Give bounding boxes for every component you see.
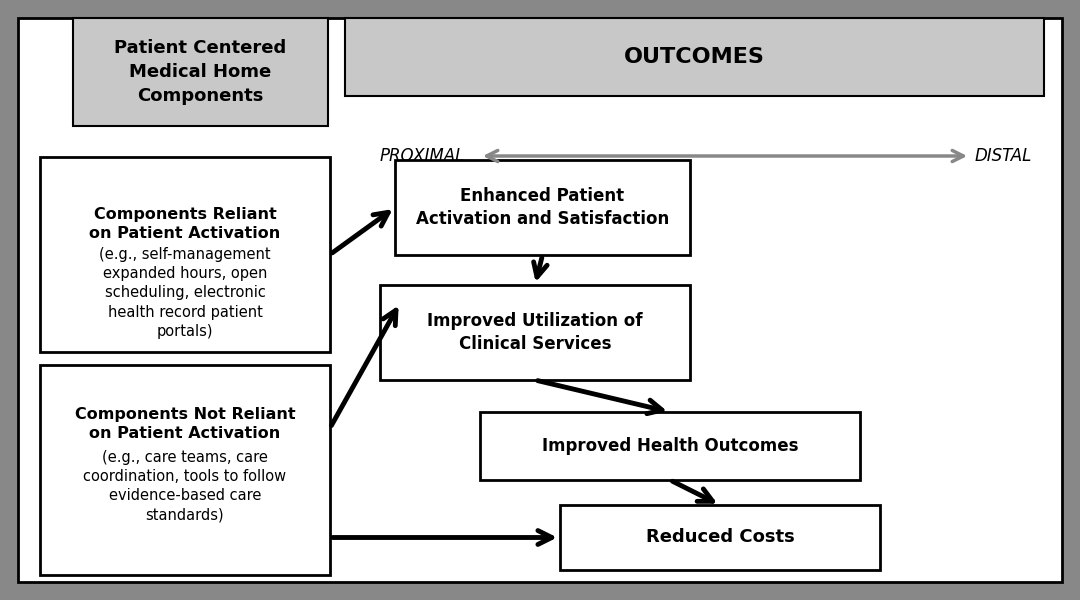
Text: Enhanced Patient
Activation and Satisfaction: Enhanced Patient Activation and Satisfac…: [416, 187, 670, 228]
Bar: [40, 157, 330, 352]
Bar: [40, 365, 330, 575]
Bar: [73, 18, 328, 126]
Text: Improved Health Outcomes: Improved Health Outcomes: [542, 437, 798, 455]
Bar: [345, 18, 1044, 96]
Text: Components Not Reliant
on Patient Activation: Components Not Reliant on Patient Activa…: [75, 407, 295, 440]
Text: Reduced Costs: Reduced Costs: [646, 529, 795, 547]
Text: Patient Centered
Medical Home
Components: Patient Centered Medical Home Components: [114, 40, 286, 104]
Bar: [480, 412, 860, 480]
Bar: [380, 285, 690, 380]
Text: Improved Utilization of
Clinical Services: Improved Utilization of Clinical Service…: [428, 312, 643, 353]
Bar: [561, 505, 880, 570]
Text: Components Reliant
on Patient Activation: Components Reliant on Patient Activation: [90, 207, 281, 241]
Text: PROXIMAL: PROXIMAL: [380, 147, 465, 165]
Text: OUTCOMES: OUTCOMES: [624, 47, 765, 67]
Bar: [395, 160, 690, 255]
Text: DISTAL: DISTAL: [974, 147, 1032, 165]
Text: (e.g., care teams, care
coordination, tools to follow
evidence-based care
standa: (e.g., care teams, care coordination, to…: [83, 450, 286, 523]
Text: (e.g., self-management
expanded hours, open
scheduling, electronic
health record: (e.g., self-management expanded hours, o…: [99, 247, 271, 339]
